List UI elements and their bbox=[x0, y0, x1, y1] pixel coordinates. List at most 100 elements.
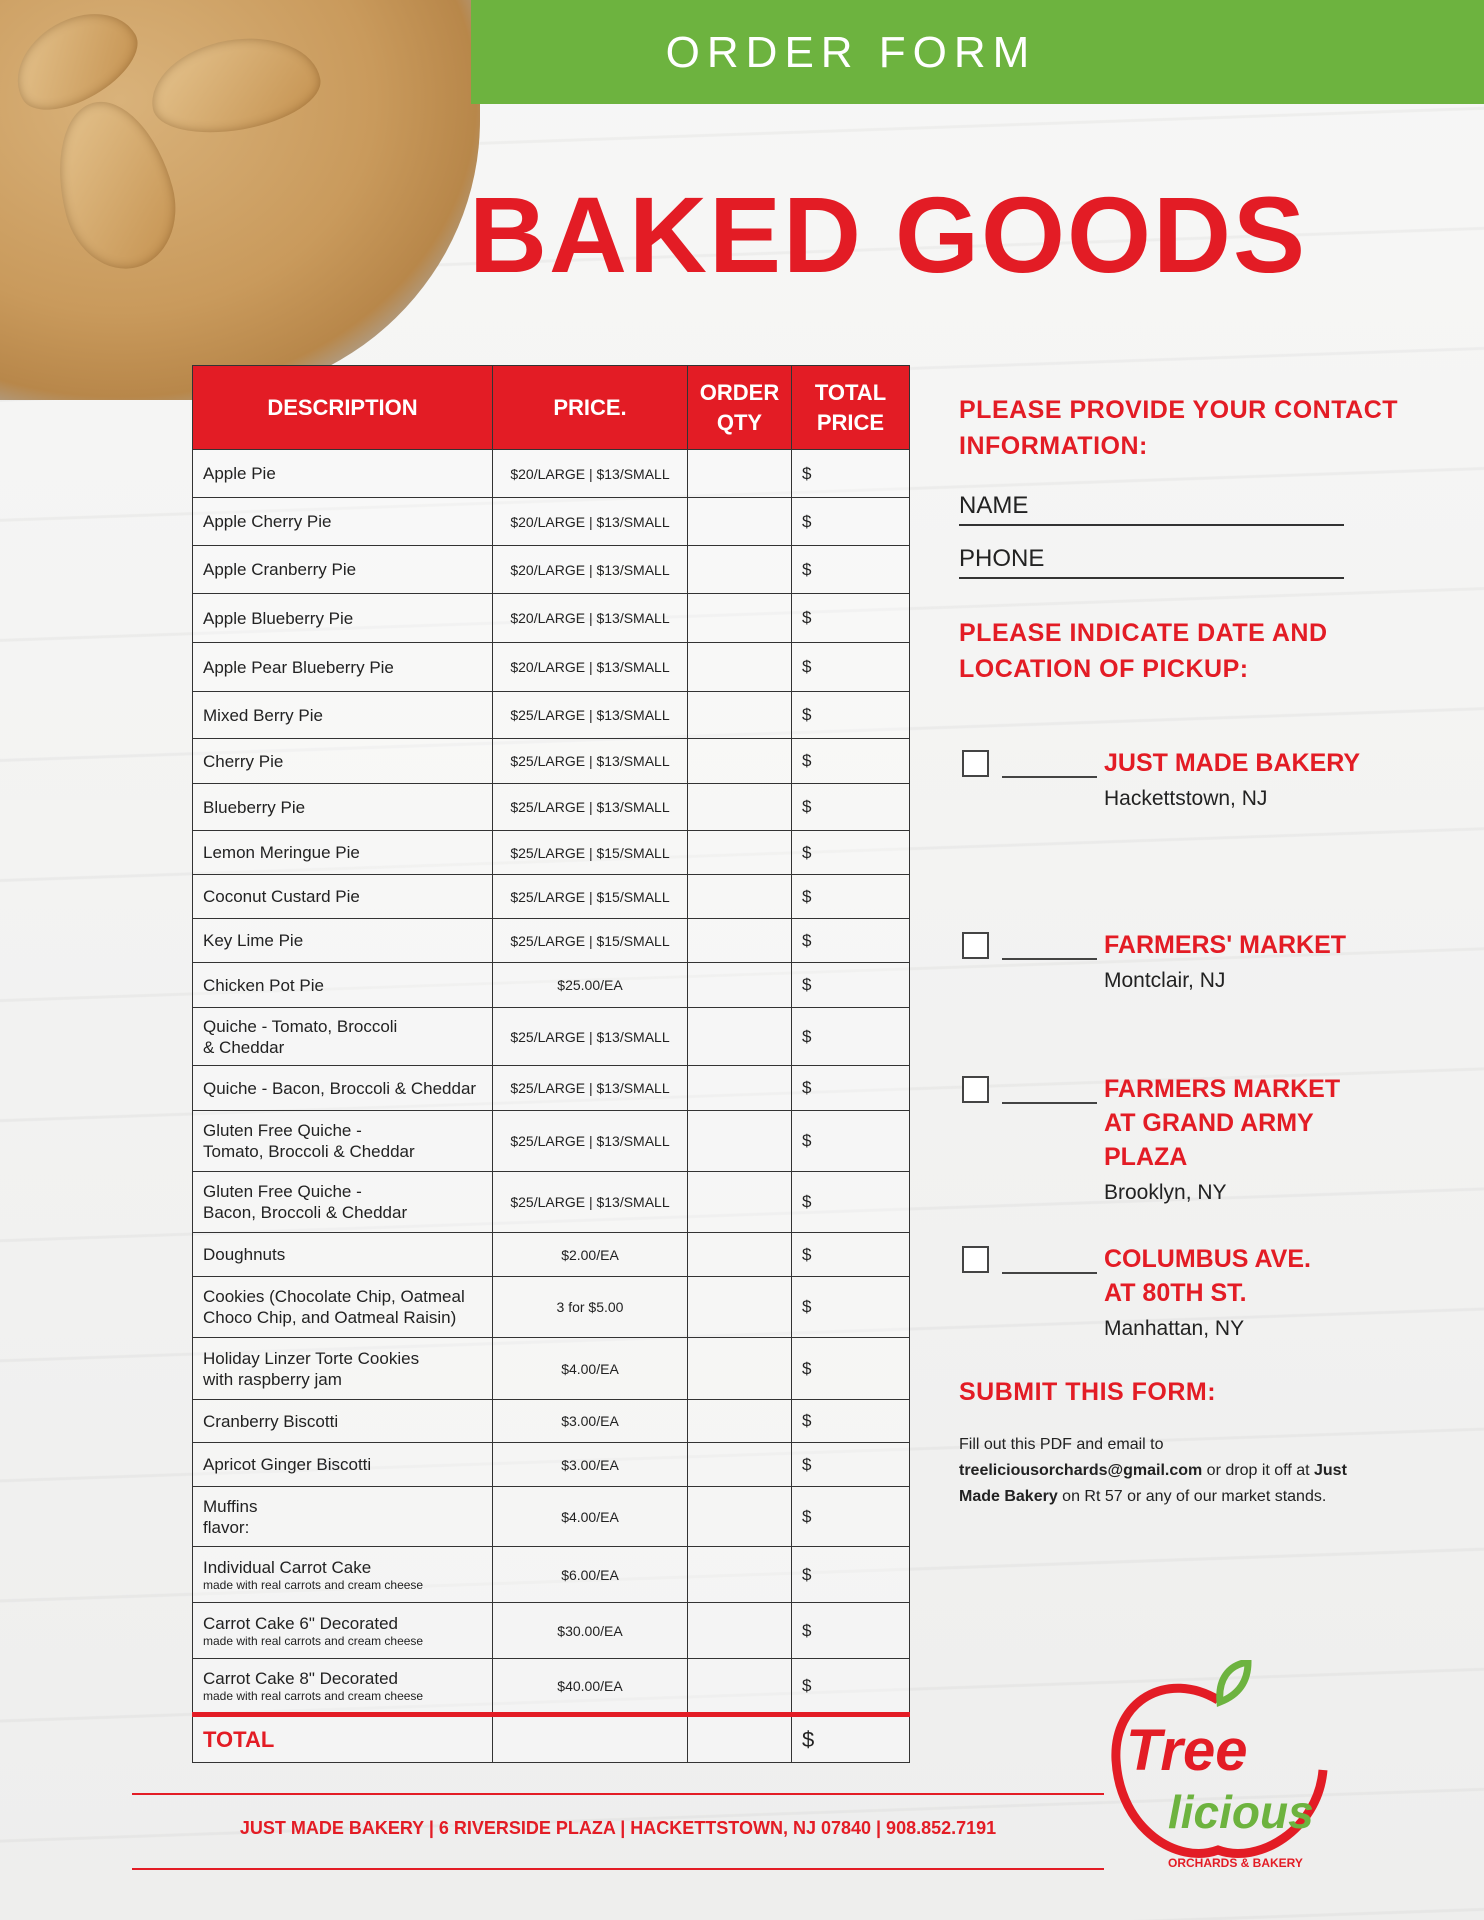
total-qty[interactable] bbox=[687, 1712, 792, 1763]
table-row: Mixed Berry Pie $25/LARGE | $13/SMALL $ bbox=[192, 691, 910, 739]
table-row: Chicken Pot Pie $25.00/EA $ bbox=[192, 962, 910, 1008]
item-total[interactable]: $ bbox=[791, 691, 910, 739]
location-name: FARMERS MARKET AT GRAND ARMY PLAZA bbox=[1104, 1075, 1341, 1171]
order-qty-input[interactable] bbox=[687, 545, 792, 594]
total-row: TOTAL $ bbox=[192, 1712, 910, 1763]
pickup-date-blank[interactable] bbox=[1002, 1272, 1097, 1274]
order-qty-input[interactable] bbox=[687, 1007, 792, 1066]
item-total[interactable]: $ bbox=[791, 783, 910, 831]
pickup-checkbox[interactable] bbox=[962, 1246, 989, 1273]
order-qty-input[interactable] bbox=[687, 642, 792, 692]
contact-heading: PLEASE PROVIDE YOUR CONTACT INFORMATION: bbox=[959, 396, 1399, 460]
item-price: $20/LARGE | $13/SMALL bbox=[492, 593, 688, 643]
order-qty-input[interactable] bbox=[687, 593, 792, 643]
item-description: Blueberry Pie bbox=[192, 783, 493, 831]
location-name: FARMERS' MARKET bbox=[1104, 931, 1347, 959]
total-value[interactable]: $ bbox=[791, 1712, 910, 1763]
item-description: Holiday Linzer Torte Cookies with raspbe… bbox=[192, 1337, 493, 1400]
item-description: Lemon Meringue Pie bbox=[192, 830, 493, 875]
item-total[interactable]: $ bbox=[791, 1546, 910, 1603]
footer-address: JUST MADE BAKERY | 6 RIVERSIDE PLAZA | H… bbox=[239, 1818, 997, 1838]
table-row: Apple Cherry Pie $20/LARGE | $13/SMALL $ bbox=[192, 497, 910, 546]
item-total[interactable]: $ bbox=[791, 738, 910, 784]
order-qty-input[interactable] bbox=[687, 1232, 792, 1277]
item-total[interactable]: $ bbox=[791, 1007, 910, 1066]
table-row: Apricot Ginger Biscotti $3.00/EA $ bbox=[192, 1442, 910, 1487]
item-total[interactable]: $ bbox=[791, 1658, 910, 1715]
order-qty-input[interactable] bbox=[687, 918, 792, 963]
item-total[interactable]: $ bbox=[791, 918, 910, 963]
item-price: $3.00/EA bbox=[492, 1442, 688, 1487]
order-qty-input[interactable] bbox=[687, 1399, 792, 1443]
item-total[interactable]: $ bbox=[791, 1602, 910, 1659]
pickup-checkbox[interactable] bbox=[962, 750, 989, 777]
pickup-checkbox[interactable] bbox=[962, 932, 989, 959]
order-qty-input[interactable] bbox=[687, 1658, 792, 1715]
pickup-date-blank[interactable] bbox=[1002, 958, 1097, 960]
table-row: Doughnuts $2.00/EA $ bbox=[192, 1232, 910, 1277]
order-qty-input[interactable] bbox=[687, 1602, 792, 1659]
order-qty-input[interactable] bbox=[687, 738, 792, 784]
item-description: Carrot Cake 6" Decorated made with real c… bbox=[192, 1602, 493, 1659]
item-description: Apple Pie bbox=[192, 449, 493, 498]
item-total[interactable]: $ bbox=[791, 1171, 910, 1233]
order-qty-input[interactable] bbox=[687, 497, 792, 546]
phone-field[interactable]: PHONE bbox=[959, 545, 1344, 579]
order-qty-input[interactable] bbox=[687, 1442, 792, 1487]
table-row: Apple Pie $20/LARGE | $13/SMALL $ bbox=[192, 449, 910, 498]
item-description: Mixed Berry Pie bbox=[192, 691, 493, 739]
item-total[interactable]: $ bbox=[791, 1276, 910, 1338]
order-qty-input[interactable] bbox=[687, 1276, 792, 1338]
item-total[interactable]: $ bbox=[791, 1442, 910, 1487]
table-row: Lemon Meringue Pie $25/LARGE | $15/SMALL… bbox=[192, 830, 910, 875]
order-qty-input[interactable] bbox=[687, 1546, 792, 1603]
item-total[interactable]: $ bbox=[791, 593, 910, 643]
order-qty-input[interactable] bbox=[687, 1171, 792, 1233]
item-total[interactable]: $ bbox=[791, 642, 910, 692]
banner-text: ORDER FORM bbox=[665, 28, 1037, 77]
order-qty-input[interactable] bbox=[687, 1065, 792, 1111]
order-qty-input[interactable] bbox=[687, 1337, 792, 1400]
footer-divider bbox=[132, 1793, 1104, 1795]
item-price: $25/LARGE | $15/SMALL bbox=[492, 874, 688, 919]
item-total[interactable]: $ bbox=[791, 1337, 910, 1400]
item-total[interactable]: $ bbox=[791, 1232, 910, 1277]
location-name: COLUMBUS AVE. AT 80TH ST. bbox=[1104, 1245, 1311, 1307]
item-total[interactable]: $ bbox=[791, 1486, 910, 1547]
pickup-date-blank[interactable] bbox=[1002, 1102, 1097, 1104]
item-description: Apple Blueberry Pie bbox=[192, 593, 493, 643]
item-total[interactable]: $ bbox=[791, 1110, 910, 1172]
table-row: Carrot Cake 6" Decorated made with real c… bbox=[192, 1602, 910, 1659]
item-total[interactable]: $ bbox=[791, 874, 910, 919]
item-description: Gluten Free Quiche - Tomato, Broccoli & … bbox=[192, 1110, 493, 1172]
item-total[interactable]: $ bbox=[791, 1399, 910, 1443]
item-price: $4.00/EA bbox=[492, 1486, 688, 1547]
pickup-date-blank[interactable] bbox=[1002, 776, 1097, 778]
email-link[interactable]: treeliciousorchards@gmail.com bbox=[959, 1462, 1203, 1479]
item-total[interactable]: $ bbox=[791, 497, 910, 546]
table-row: Apple Pear Blueberry Pie $20/LARGE | $13… bbox=[192, 642, 910, 692]
item-note: made with real carrots and cream cheese bbox=[203, 1578, 424, 1592]
item-description: Cherry Pie bbox=[192, 738, 493, 784]
order-qty-input[interactable] bbox=[687, 962, 792, 1008]
order-qty-input[interactable] bbox=[687, 449, 792, 498]
item-total[interactable]: $ bbox=[791, 1065, 910, 1111]
order-qty-input[interactable] bbox=[687, 1486, 792, 1547]
table-row: Quiche - Bacon, Broccoli & Cheddar $25/L… bbox=[192, 1065, 910, 1111]
item-price: $20/LARGE | $13/SMALL bbox=[492, 497, 688, 546]
order-qty-input[interactable] bbox=[687, 1110, 792, 1172]
name-field[interactable]: NAME bbox=[959, 492, 1344, 526]
item-total[interactable]: $ bbox=[791, 545, 910, 594]
col-total-price: TOTAL PRICE bbox=[791, 365, 910, 450]
item-total[interactable]: $ bbox=[791, 830, 910, 875]
item-price: $25/LARGE | $15/SMALL bbox=[492, 918, 688, 963]
footer-divider bbox=[132, 1868, 1104, 1870]
order-qty-input[interactable] bbox=[687, 783, 792, 831]
order-qty-input[interactable] bbox=[687, 874, 792, 919]
item-total[interactable]: $ bbox=[791, 449, 910, 498]
order-qty-input[interactable] bbox=[687, 691, 792, 739]
pickup-checkbox[interactable] bbox=[962, 1076, 989, 1103]
item-total[interactable]: $ bbox=[791, 962, 910, 1008]
item-price: $25/LARGE | $13/SMALL bbox=[492, 1171, 688, 1233]
order-qty-input[interactable] bbox=[687, 830, 792, 875]
